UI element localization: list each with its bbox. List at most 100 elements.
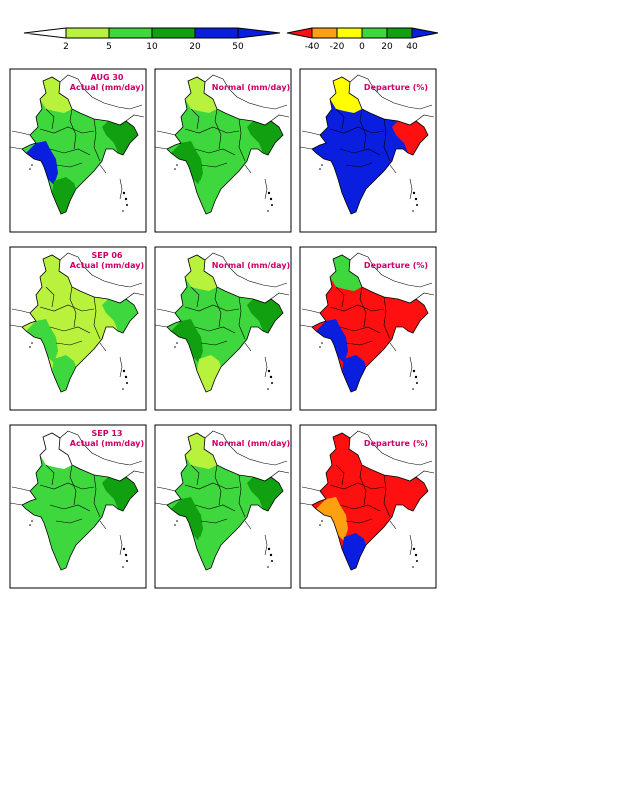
north-region-fill [330,77,362,113]
island-marker [174,346,176,348]
rain-legend-label: 10 [146,42,158,52]
north-region-fill [40,77,72,113]
departure-legend-bin-6 [412,28,438,38]
south-region-fill [197,533,221,570]
subdivision-boundaries [329,464,391,524]
south-region-fill [52,177,76,214]
island-marker [31,342,33,344]
south-region-fill [342,177,366,214]
neighbor-borders [9,252,145,378]
island-marker [122,566,124,568]
island-marker [267,388,269,390]
island-marker [267,547,271,551]
island-marker [414,553,418,557]
panel-title: Departure (%) [364,83,428,92]
rain-legend-bin-6 [238,28,280,38]
rain-legend-bin-1 [24,28,66,38]
north-region-fill [330,255,362,291]
neighbor-borders [154,430,290,556]
rain-legend-bin-4 [152,28,195,38]
india-outline [166,254,284,393]
subdivision-boundaries [39,286,101,346]
island-marker [412,547,416,551]
departure-legend-outline [286,27,439,39]
island-marker [269,375,273,379]
island-marker [414,375,418,379]
departure-legend-bin-1 [287,28,312,38]
departure-legend-label: 20 [381,42,393,52]
island-marker [412,191,416,195]
island-marker [412,566,414,568]
island-marker [267,566,269,568]
island-marker [321,164,323,166]
india-outline [21,254,139,393]
rain-legend: 2 5 10 20 50 [23,27,281,52]
island-marker [319,524,321,526]
east-region-fill [102,299,138,333]
east-region-fill [392,299,428,333]
subdivision-boundaries [329,286,391,346]
island-marker [412,369,416,373]
neighbor-borders [9,430,145,556]
island-marker [269,197,273,201]
normal-map-panel: Normal (mm/day) [154,424,292,589]
east-region-fill [247,299,283,333]
island-marker [414,197,418,201]
departure-legend-label: 40 [406,42,418,52]
island-marker [124,553,128,557]
departure-legend: -40 -20 0 20 40 [286,27,439,52]
island-marker [412,210,414,212]
departure-map-panel: Departure (%) [299,424,437,589]
departure-legend-label: 0 [359,42,365,52]
island-marker [29,346,31,348]
panel-title: Actual (mm/day) [70,83,144,92]
island-marker [267,369,271,373]
india-outline [311,76,429,215]
subdivision-boundaries [184,108,246,168]
island-marker [271,560,273,562]
island-marker [267,210,269,212]
island-marker [416,382,418,384]
island-marker [176,164,178,166]
subdivision-boundaries [184,286,246,346]
north-region-fill [185,77,217,113]
departure-map-panel: Departure (%) [299,68,437,233]
departure-legend-bin-3 [337,28,362,38]
neighbor-borders [154,252,290,378]
island-marker [321,520,323,522]
east-region-fill [247,121,283,155]
south-region-fill [342,533,366,570]
normal-map-panel: Normal (mm/day) [154,246,292,411]
departure-legend-bin-2 [312,28,337,38]
neighbor-borders [9,74,145,200]
panel-title: Normal (mm/day) [212,261,290,270]
rain-legend-bin-2 [66,28,109,38]
rain-legend-label: 20 [189,42,201,52]
india-outline [166,76,284,215]
neighbor-borders [299,74,435,200]
east-region-fill [392,121,428,155]
island-marker [416,560,418,562]
island-marker [126,560,128,562]
north-region-fill [330,433,362,469]
island-marker [122,547,126,551]
panel-title: Actual (mm/day) [70,261,144,270]
panel-title: Actual (mm/day) [70,439,144,448]
subdivision-boundaries [329,108,391,168]
normal-map-panel: Normal (mm/day) [154,68,292,233]
india-outline [21,76,139,215]
panel-title: Normal (mm/day) [212,83,290,92]
neighbor-borders [154,74,290,200]
island-marker [126,204,128,206]
panel-date: AUG 30 [91,73,124,82]
island-marker [29,168,31,170]
island-marker [31,164,33,166]
rain-legend-label: 50 [232,42,244,52]
east-region-fill [392,477,428,511]
island-marker [122,210,124,212]
departure-map-panel: Departure (%) [299,246,437,411]
